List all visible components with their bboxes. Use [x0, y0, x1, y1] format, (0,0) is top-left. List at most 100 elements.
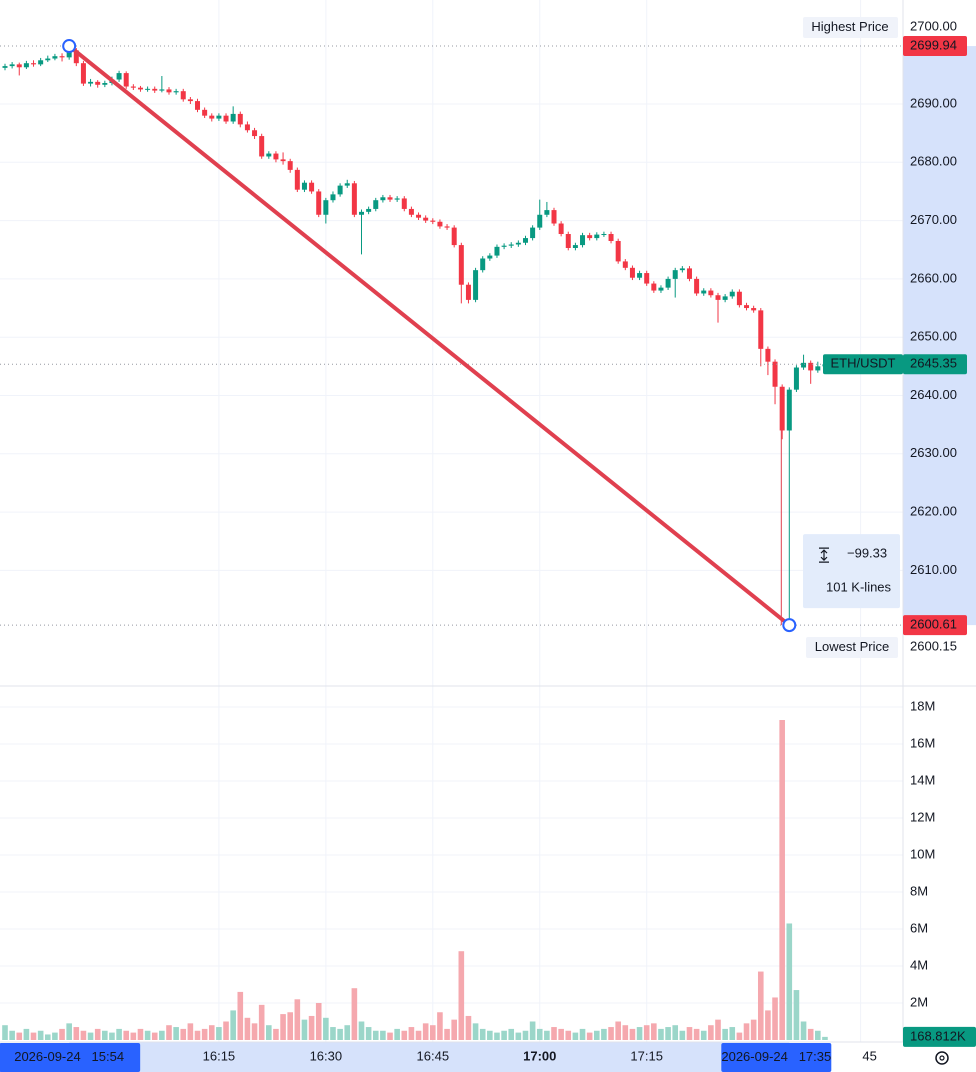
price-range-highlight — [903, 46, 976, 626]
candle-body — [380, 197, 386, 201]
candle-body — [430, 220, 436, 222]
candle-body — [637, 273, 643, 278]
candle-body — [651, 283, 657, 291]
volume-bar — [501, 1030, 507, 1040]
measure-handle — [782, 618, 797, 633]
candle-body — [772, 361, 778, 387]
candle-body — [187, 99, 193, 102]
volume-bar — [208, 1025, 215, 1040]
volume-bar — [337, 1028, 343, 1040]
volume-bar — [258, 1004, 265, 1040]
x-tick-label: 16:45 — [417, 1048, 450, 1063]
volume-bar — [451, 1019, 457, 1040]
candle-body — [223, 115, 229, 122]
volume-bar — [123, 1030, 130, 1040]
candle-body — [765, 348, 771, 362]
candle-body — [708, 290, 714, 296]
candle-body — [729, 291, 735, 297]
candle-body — [608, 234, 614, 242]
symbol-label: ETH/USDT — [831, 356, 896, 371]
candle-body — [330, 194, 336, 201]
candle-body — [736, 291, 742, 306]
measure-handle — [62, 39, 77, 54]
volume-bar — [216, 1027, 222, 1040]
volume-bar — [793, 990, 800, 1040]
volume-bar — [109, 1032, 115, 1040]
volume-tick-label: 8M — [910, 883, 928, 898]
candle-body — [580, 235, 586, 246]
volume-bar — [401, 1030, 408, 1040]
x-tick-label: 17:00 — [523, 1048, 556, 1063]
volume-bar — [458, 951, 465, 1040]
candle-body — [551, 210, 557, 224]
volume-bar — [815, 1030, 821, 1040]
volume-bar — [522, 1030, 529, 1040]
candle-body — [252, 130, 258, 137]
symbol-label-box — [823, 354, 903, 375]
volume-bar — [173, 1027, 179, 1040]
y-tick-label: 2650.00 — [910, 329, 957, 344]
lowest-price-title-box — [806, 637, 898, 658]
candle-body — [244, 124, 250, 131]
volume-bar — [736, 1032, 743, 1040]
volume-bar — [822, 1036, 828, 1040]
measure-end-time-box — [721, 1043, 832, 1072]
gear-icon[interactable] — [935, 1051, 949, 1065]
candle-body — [537, 214, 543, 228]
highest-price: 2700.00 — [910, 18, 957, 33]
last-price: 2645.35 — [910, 356, 957, 371]
candle-body — [494, 246, 500, 256]
candle-body — [359, 211, 364, 215]
candle-body — [344, 183, 350, 186]
candle-body — [266, 153, 272, 157]
volume-bar — [494, 1032, 500, 1040]
volume-bar — [23, 1028, 30, 1040]
volume-bar — [586, 1032, 593, 1040]
candle-body — [587, 235, 593, 239]
settings-button[interactable] — [935, 1051, 949, 1065]
candle-body — [173, 91, 179, 93]
candle-body — [615, 241, 621, 262]
volume-bar — [159, 1030, 165, 1040]
volume-bar — [708, 1025, 714, 1040]
volume-bar — [387, 1032, 393, 1040]
candle-body — [273, 153, 279, 160]
volume-bar — [323, 1017, 329, 1040]
y-tick-label: 2630.00 — [910, 445, 957, 460]
volume-bar — [622, 1025, 629, 1040]
measure-end-price-box — [903, 615, 967, 636]
candle-body — [786, 389, 792, 431]
candle-body — [202, 109, 208, 116]
volume-bar — [465, 1015, 472, 1040]
candle-body — [451, 227, 457, 246]
candle-body — [216, 115, 222, 119]
candle-body — [137, 87, 143, 90]
volume-bar — [37, 1030, 44, 1040]
candle-body — [522, 238, 528, 243]
volume-bar — [658, 1028, 664, 1040]
volume-bar — [601, 1028, 607, 1040]
candle-body — [180, 91, 186, 100]
volume-bar — [380, 1030, 386, 1040]
volume-bar — [330, 1027, 336, 1040]
volume-bar — [722, 1028, 728, 1040]
measure-end-time: 2026-09-24 17:35 — [721, 1049, 831, 1064]
volume-bar — [579, 1028, 586, 1040]
candle-body — [758, 310, 764, 349]
volume-bar — [479, 1028, 486, 1040]
candle-body — [408, 208, 414, 215]
volume-tick-label: 16M — [910, 735, 935, 750]
volume-bar — [551, 1027, 557, 1040]
candle-body — [195, 101, 201, 110]
volume-bar — [679, 1030, 686, 1040]
volume-bar — [294, 999, 301, 1040]
highest-price-title-box — [803, 17, 898, 38]
candle-body — [779, 386, 785, 431]
volume-bar — [251, 1023, 258, 1040]
last-volume: 168.812K — [910, 1028, 966, 1043]
candle-body — [73, 50, 79, 64]
candle-body — [544, 210, 550, 215]
x-tick-label: 17:15 — [630, 1048, 663, 1063]
lowest-price: 2600.15 — [910, 638, 957, 653]
x-tick-label: 16:15 — [203, 1048, 236, 1063]
